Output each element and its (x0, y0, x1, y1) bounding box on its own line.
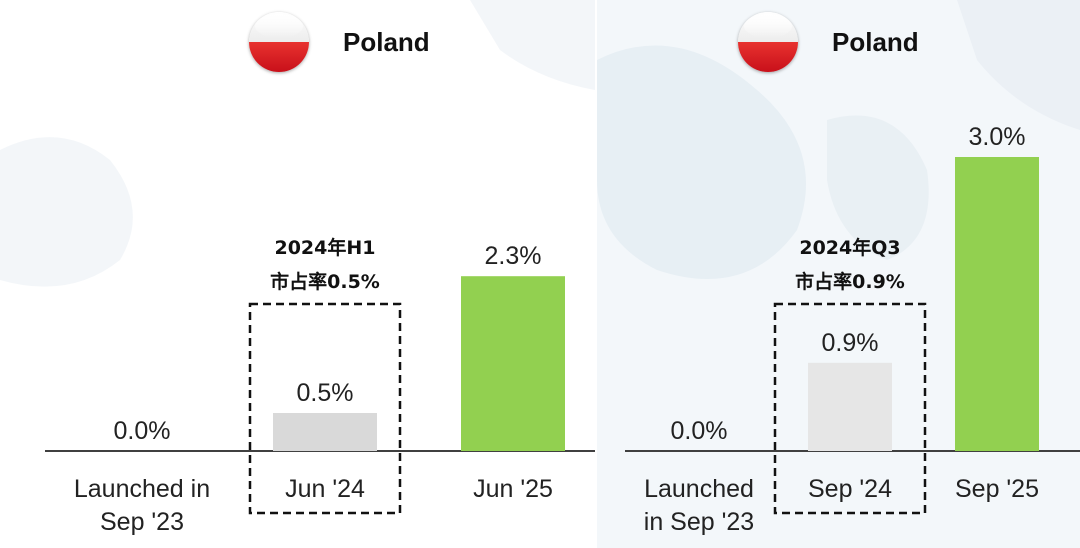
chart-title: Poland (832, 26, 919, 57)
highlight-annotation: 2024年H1 (274, 236, 375, 259)
x-tick-label: Sep '24 (808, 475, 892, 503)
bar (808, 362, 892, 451)
poland-flag-icon (738, 12, 798, 72)
chart-panel-right: Poland 0.0% Launched in Sep '23 0.9% Sep '24… (597, 0, 1080, 548)
data-label: 0.5% (297, 379, 354, 407)
chart-panel-left: Poland 0.0% Launched in Sep '23 0.5% Jun '24… (0, 0, 595, 536)
highlight-annotation: 2024年Q3 (799, 236, 900, 259)
highlight-dashed-box (248, 302, 402, 515)
data-label: 2.3% (485, 242, 542, 270)
x-tick-label: Sep '23 (100, 508, 184, 536)
data-label: 0.0% (671, 417, 728, 445)
bar-chart-right: 0.0% Launched in Sep '23 0.9% Sep '24 3.0% Sep… (625, 123, 1080, 536)
data-label: 3.0% (969, 123, 1026, 151)
x-tick-label: in Sep '23 (644, 508, 754, 536)
data-label: 0.9% (822, 329, 879, 357)
chart-title-row: Poland (738, 12, 919, 72)
bar (461, 276, 565, 451)
highlight-dashed-box (773, 302, 927, 515)
bar (273, 413, 377, 451)
x-tick-label: Jun '25 (473, 475, 553, 503)
background-map-decoration (597, 0, 1080, 279)
x-tick-label: Sep '25 (955, 475, 1039, 503)
poland-flag-icon (249, 12, 309, 72)
chart-title: Poland (343, 26, 430, 57)
highlight-annotation: 市占率0.9% (795, 270, 905, 293)
background-map-decoration (0, 0, 595, 287)
data-label: 0.0% (114, 417, 171, 445)
bar-chart-left: 0.0% Launched in Sep '23 0.5% Jun '24 2.3% Jun… (45, 236, 595, 536)
chart-title-row: Poland (249, 12, 430, 72)
highlight-annotation: 市占率0.5% (270, 270, 380, 293)
x-tick-label: Jun '24 (285, 475, 365, 503)
x-tick-label: Launched (644, 475, 754, 503)
bar (955, 157, 1039, 451)
x-tick-label: Launched in (74, 475, 210, 503)
